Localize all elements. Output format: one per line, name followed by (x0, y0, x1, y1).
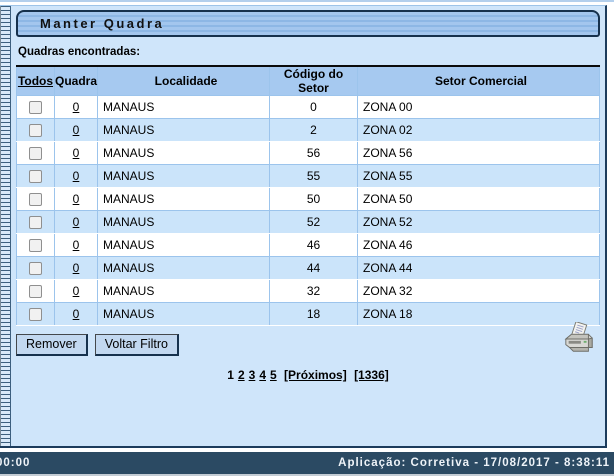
localidade-cell: MANAUS (97, 256, 271, 280)
page-title: Manter Quadra (40, 16, 165, 31)
row-checkbox[interactable] (29, 216, 42, 230)
table-header-row: Todos Quadra Localidade Código do Setor … (16, 66, 600, 96)
remove-button[interactable]: Remover (16, 334, 88, 356)
page-link-2[interactable]: 2 (237, 368, 245, 382)
codigo-setor-cell: 32 (269, 279, 359, 303)
localidade-cell: MANAUS (97, 118, 271, 142)
quadra-link[interactable]: 0 (72, 215, 80, 229)
localidade-cell: MANAUS (97, 95, 271, 119)
row-checkbox[interactable] (29, 262, 42, 276)
table-row: 0 MANAUS 18 ZONA 18 (16, 302, 600, 326)
table-row: 0 MANAUS 46 ZONA 46 (16, 233, 600, 257)
codigo-setor-cell: 56 (269, 141, 359, 165)
setor-comercial-cell: ZONA 02 (357, 118, 600, 142)
table-row: 0 MANAUS 52 ZONA 52 (16, 210, 600, 234)
action-buttons: Remover Voltar Filtro (16, 334, 602, 356)
quadra-link[interactable]: 0 (72, 238, 80, 252)
codigo-setor-cell: 55 (269, 164, 359, 188)
title-bar: Manter Quadra (16, 10, 600, 37)
row-checkbox[interactable] (29, 239, 42, 253)
quadra-link[interactable]: 0 (72, 146, 80, 160)
quadra-link[interactable]: 0 (72, 123, 80, 137)
row-checkbox[interactable] (29, 147, 42, 161)
row-checkbox[interactable] (29, 101, 42, 115)
quadra-link[interactable]: 0 (72, 169, 80, 183)
column-header-setor-comercial: Setor Comercial (357, 66, 600, 96)
codigo-setor-cell: 50 (269, 187, 359, 211)
localidade-cell: MANAUS (97, 187, 271, 211)
quadra-link[interactable]: 0 (72, 261, 80, 275)
quadra-link[interactable]: 0 (72, 284, 80, 298)
localidade-cell: MANAUS (97, 233, 271, 257)
select-all-link[interactable]: Todos (16, 66, 55, 96)
row-checkbox[interactable] (29, 308, 42, 322)
page-link-3[interactable]: 3 (248, 368, 256, 382)
page-current: 1 (227, 368, 234, 382)
panel-content: Manter Quadra Quadras encontradas: Todos… (11, 6, 605, 446)
codigo-setor-cell: 2 (269, 118, 359, 142)
setor-comercial-cell: ZONA 44 (357, 256, 600, 280)
row-checkbox[interactable] (29, 193, 42, 207)
bottom-edge (0, 474, 614, 476)
column-header-codigo-setor: Código do Setor (269, 66, 359, 96)
codigo-setor-cell: 0 (269, 95, 359, 119)
codigo-setor-cell: 18 (269, 302, 359, 326)
localidade-cell: MANAUS (97, 164, 271, 188)
table-row: 0 MANAUS 50 ZONA 50 (16, 187, 600, 211)
localidade-cell: MANAUS (97, 302, 271, 326)
top-strip (0, 0, 614, 5)
table-row: 0 MANAUS 32 ZONA 32 (16, 279, 600, 303)
left-edge-decoration (0, 6, 11, 446)
row-checkbox[interactable] (29, 170, 42, 184)
table-row: 0 MANAUS 55 ZONA 55 (16, 164, 600, 188)
row-checkbox[interactable] (29, 285, 42, 299)
setor-comercial-cell: ZONA 18 (357, 302, 600, 326)
main-panel: Manter Quadra Quadras encontradas: Todos… (0, 5, 607, 448)
setor-comercial-cell: ZONA 56 (357, 141, 600, 165)
results-heading: Quadras encontradas: (18, 46, 141, 58)
quadra-link[interactable]: 0 (72, 307, 80, 321)
back-filter-button[interactable]: Voltar Filtro (94, 334, 179, 356)
page-link-5[interactable]: 5 (270, 368, 277, 382)
pagination-next-link[interactable]: [Próximos] (284, 368, 347, 382)
setor-comercial-cell: ZONA 52 (357, 210, 600, 234)
codigo-setor-cell: 52 (269, 210, 359, 234)
codigo-setor-cell: 46 (269, 233, 359, 257)
table-row: 0 MANAUS 56 ZONA 56 (16, 141, 600, 165)
setor-comercial-cell: ZONA 00 (357, 95, 600, 119)
table-body: 0 MANAUS 0 ZONA 00 0 MANAUS 2 ZONA 02 0 … (16, 95, 600, 326)
status-application-info: Aplicação: Corretiva - 17/08/2017 - 8:38… (338, 457, 610, 469)
pagination-last-link[interactable]: [1336] (354, 368, 389, 382)
setor-comercial-cell: ZONA 55 (357, 164, 600, 188)
row-checkbox[interactable] (29, 124, 42, 138)
status-bar: 00:00 Aplicação: Corretiva - 17/08/2017 … (0, 452, 614, 474)
setor-comercial-cell: ZONA 32 (357, 279, 600, 303)
setor-comercial-cell: ZONA 50 (357, 187, 600, 211)
column-header-localidade: Localidade (97, 66, 271, 96)
setor-comercial-cell: ZONA 46 (357, 233, 600, 257)
quadra-link[interactable]: 0 (72, 100, 80, 114)
localidade-cell: MANAUS (97, 210, 271, 234)
printer-icon[interactable] (563, 322, 595, 356)
quadra-link[interactable]: 0 (72, 192, 80, 206)
table-row: 0 MANAUS 0 ZONA 00 (16, 95, 600, 119)
table-row: 0 MANAUS 44 ZONA 44 (16, 256, 600, 280)
page-link-4[interactable]: 4 (259, 368, 266, 382)
localidade-cell: MANAUS (97, 279, 271, 303)
status-time: 00:00 (0, 457, 31, 469)
column-header-quadra: Quadra (53, 66, 99, 96)
localidade-cell: MANAUS (97, 141, 271, 165)
codigo-setor-cell: 44 (269, 256, 359, 280)
results-table: Todos Quadra Localidade Código do Setor … (16, 65, 600, 326)
table-row: 0 MANAUS 2 ZONA 02 (16, 118, 600, 142)
